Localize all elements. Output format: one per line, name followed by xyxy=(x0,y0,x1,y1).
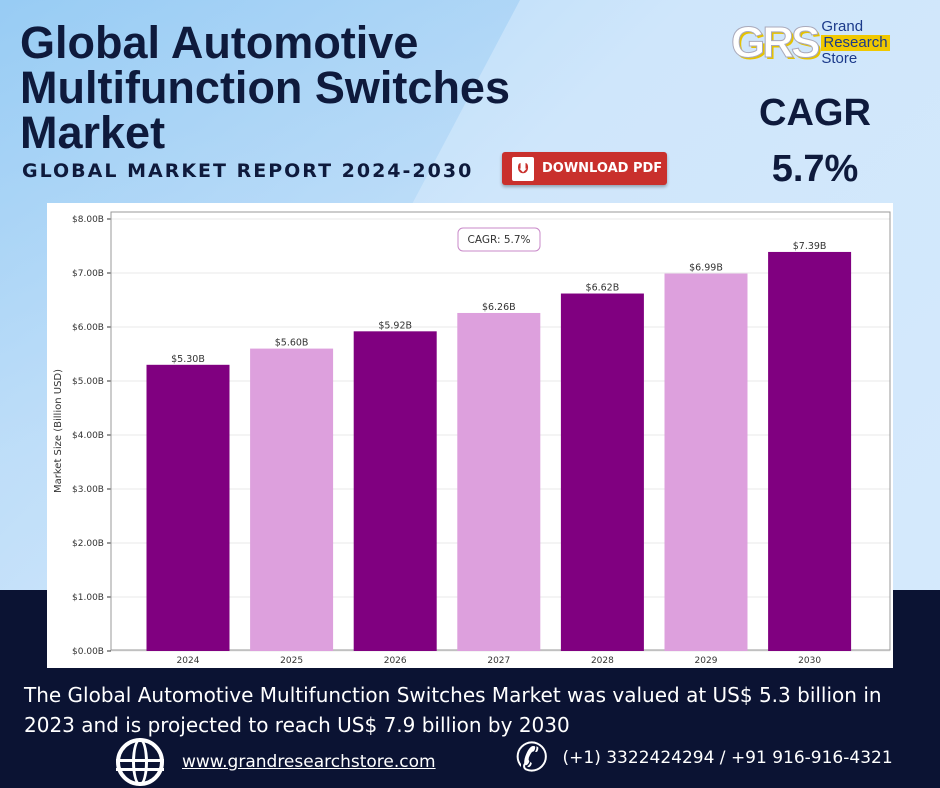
data-label: $7.39B xyxy=(793,241,827,252)
pdf-icon: ⮋ xyxy=(512,156,534,181)
bar-chart: $0.00B $1.00B $2.00B $3.00B $4.00B $5.00B $6.0… xyxy=(53,211,891,666)
title-line: Multifunction Switches xyxy=(20,62,510,113)
bar xyxy=(768,251,852,651)
y-axis-label: Market Size (Billion USD) xyxy=(53,369,64,493)
cagr-value: 5.7% xyxy=(771,148,859,190)
title-line: Global Automotive xyxy=(20,17,419,68)
data-label: $5.30B xyxy=(171,354,205,365)
data-label: $5.60B xyxy=(275,338,309,349)
y-tick-label: $4.00B xyxy=(72,431,104,441)
logo-text: Grand Research Store xyxy=(821,18,890,67)
y-tick-label: $7.00B xyxy=(72,269,104,279)
bar xyxy=(457,312,541,651)
y-tick-label: $5.00B xyxy=(72,377,104,387)
description: The Global Automotive Multifunction Swit… xyxy=(24,683,882,737)
bar xyxy=(560,293,644,651)
x-tick-label: 2026 xyxy=(384,656,407,666)
y-tick-label: $2.00B xyxy=(72,539,104,549)
logo-line: Store xyxy=(821,50,858,67)
y-tick-label: $3.00B xyxy=(72,485,104,495)
bar xyxy=(353,331,437,651)
cagr-annotation: CAGR: 5.7% xyxy=(468,234,531,246)
y-tick-label: $6.00B xyxy=(72,323,104,333)
subtitle: GLOBAL MARKET REPORT 2024-2030 xyxy=(22,160,474,182)
download-pdf-button[interactable]: ⮋ DOWNLOAD PDF xyxy=(502,152,667,185)
x-tick-label: 2024 xyxy=(177,656,200,666)
phone-icon: ✆ xyxy=(515,735,549,781)
x-tick-label: 2030 xyxy=(798,656,821,666)
y-tick-label: $8.00B xyxy=(72,215,104,225)
logo: GRS Grand Research Store xyxy=(730,18,890,68)
bar xyxy=(250,348,334,651)
website-row: www.grandresearchstore.com xyxy=(116,738,436,786)
annotation-box xyxy=(457,227,541,252)
x-tick-label: 2029 xyxy=(695,656,718,666)
cagr-label: CAGR xyxy=(759,92,871,134)
phone-number: (+1) 3322424294 / +91 916-916-4321 xyxy=(562,748,893,768)
download-label: DOWNLOAD PDF xyxy=(542,161,663,176)
data-label: $6.26B xyxy=(482,302,516,313)
data-label: $5.92B xyxy=(378,320,412,331)
x-tick-label: 2028 xyxy=(591,656,614,666)
website-link[interactable]: www.grandresearchstore.com xyxy=(182,752,436,772)
y-tick-label: $1.00B xyxy=(72,593,104,603)
data-label: $6.62B xyxy=(586,283,620,294)
bar xyxy=(146,364,230,651)
title-line: Market xyxy=(20,107,166,158)
logo-mark: GRS xyxy=(730,18,820,68)
globe-icon xyxy=(116,738,164,786)
y-tick-label: $0.00B xyxy=(72,647,104,657)
data-label: $6.99B xyxy=(689,263,723,274)
chart-panel: $0.00B $1.00B $2.00B $3.00B $4.00B $5.00B $6.0… xyxy=(47,203,893,668)
x-tick-label: 2027 xyxy=(487,656,510,666)
phone-row: ✆ (+1) 3322424294 / +91 916-916-4321 xyxy=(515,738,893,778)
page-title: Global Automotive Multifunction Switches… xyxy=(20,20,510,155)
x-tick-label: 2025 xyxy=(280,656,303,666)
bar xyxy=(664,273,748,651)
logo-line: Research xyxy=(821,34,890,51)
logo-line: Grand xyxy=(821,18,864,35)
